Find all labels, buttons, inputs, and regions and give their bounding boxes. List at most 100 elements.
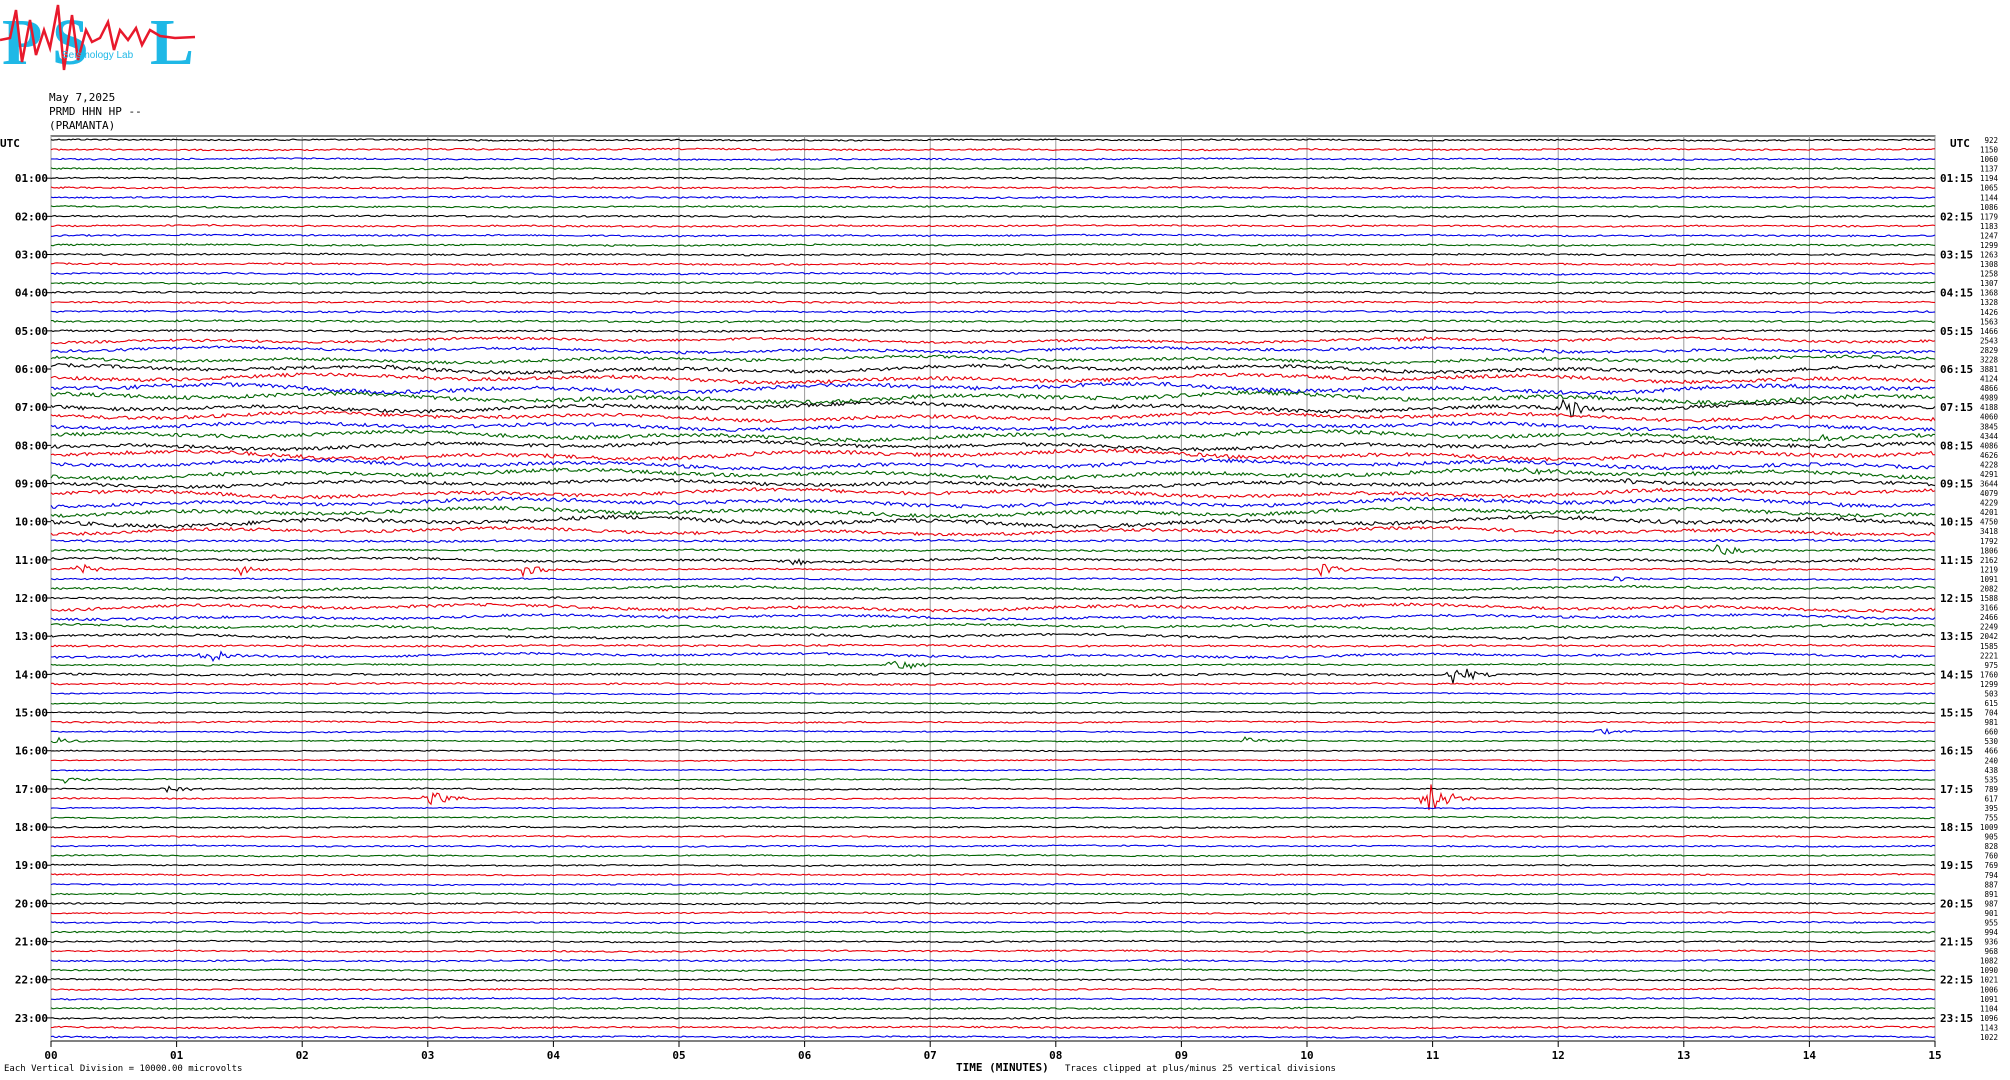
x-tick-label: 12 bbox=[1552, 1049, 1565, 1062]
trace-rms-label: 887 bbox=[1984, 880, 1998, 889]
trace-rms-label: 2829 bbox=[1980, 346, 1998, 355]
trace-line bbox=[50, 602, 1936, 613]
trace-rms-label: 1466 bbox=[1980, 327, 1999, 336]
trace-rms-label: 1091 bbox=[1980, 995, 1998, 1004]
trace-line bbox=[50, 1006, 1936, 1011]
trace-rms-label: 466 bbox=[1984, 747, 1998, 756]
right-hour-label: 09:15 bbox=[1940, 478, 1973, 491]
trace-rms-label: 1258 bbox=[1980, 270, 1999, 279]
trace-line bbox=[51, 596, 1936, 601]
trace-line bbox=[50, 487, 1936, 500]
trace-line bbox=[50, 420, 1936, 432]
trace-line bbox=[50, 185, 1936, 190]
trace-rms-label: 704 bbox=[1984, 709, 1998, 718]
trace-line bbox=[50, 398, 1936, 417]
left-hour-label: 18:00 bbox=[15, 821, 48, 834]
trace-rms-label: 4229 bbox=[1980, 499, 1998, 508]
trace-rms-label: 1299 bbox=[1980, 241, 1998, 250]
trace-rms-label: 1194 bbox=[1980, 174, 1999, 183]
trace-rms-label: 1104 bbox=[1980, 1004, 1999, 1013]
trace-line bbox=[50, 176, 1936, 181]
right-hour-label: 01:15 bbox=[1940, 172, 1973, 185]
left-hour-label: 02:00 bbox=[15, 210, 48, 223]
trace-rms-label: 4201 bbox=[1980, 508, 1998, 517]
left-hour-label: 15:00 bbox=[15, 707, 48, 720]
trace-rms-label: 794 bbox=[1984, 871, 1998, 880]
trace-rms-label: 905 bbox=[1984, 833, 1998, 842]
trace-line bbox=[50, 949, 1936, 953]
trace-line bbox=[50, 768, 1936, 772]
trace-line bbox=[50, 457, 1936, 471]
trace-rms-label: 1183 bbox=[1980, 222, 1998, 231]
trace-line bbox=[50, 281, 1936, 286]
trace-line bbox=[51, 1015, 1936, 1020]
trace-line bbox=[50, 336, 1936, 345]
left-hour-label: 19:00 bbox=[15, 859, 48, 872]
trace-rms-label: 1563 bbox=[1980, 317, 1998, 326]
trace-rms-label: 4344 bbox=[1980, 432, 1999, 441]
logo-seismogram-trace bbox=[0, 4, 196, 71]
trace-line bbox=[50, 958, 1936, 963]
trace-rms-label: 240 bbox=[1984, 756, 1998, 765]
trace-line bbox=[50, 496, 1936, 509]
right-hour-label: 21:15 bbox=[1940, 936, 1973, 949]
right-hour-label: 14:15 bbox=[1940, 668, 1973, 681]
trace-line bbox=[50, 844, 1936, 848]
trace-line bbox=[50, 157, 1936, 161]
trace-rms-label: 1143 bbox=[1980, 1024, 1998, 1033]
trace-rms-label: 3418 bbox=[1980, 527, 1999, 536]
grid-lines bbox=[47, 135, 1936, 1047]
logo-small-text: Seismology Lab bbox=[62, 50, 134, 61]
left-hour-label: 06:00 bbox=[15, 363, 48, 376]
right-hour-label: 08:15 bbox=[1940, 439, 1973, 452]
trace-rms-label: 755 bbox=[1984, 814, 1998, 823]
trace-line bbox=[50, 920, 1936, 925]
trace-rms-label: 615 bbox=[1984, 699, 1998, 708]
trace-rms-label: 4291 bbox=[1980, 470, 1998, 479]
right-hour-label: 17:15 bbox=[1940, 783, 1973, 796]
x-tick-label: 07 bbox=[924, 1049, 937, 1062]
trace-rms-label: 1792 bbox=[1980, 537, 1998, 546]
trace-line bbox=[50, 1025, 1936, 1030]
left-hour-label: 11:00 bbox=[15, 554, 48, 567]
trace-line bbox=[51, 682, 1936, 686]
trace-line bbox=[50, 777, 1936, 784]
trace-rms-label: 1022 bbox=[1980, 1033, 1998, 1042]
trace-line bbox=[50, 622, 1936, 631]
trace-line bbox=[50, 668, 1936, 684]
trace-rms-label: 4079 bbox=[1980, 489, 1998, 498]
trace-line bbox=[50, 834, 1936, 839]
trace-line bbox=[50, 410, 1936, 423]
trace-rms-label: 2221 bbox=[1980, 651, 1998, 660]
left-hour-label: 01:00 bbox=[15, 172, 48, 185]
trace-line bbox=[50, 138, 1936, 142]
trace-rms-label: 1588 bbox=[1980, 594, 1999, 603]
trace-line bbox=[50, 147, 1935, 152]
right-hour-label: 11:15 bbox=[1940, 554, 1973, 567]
trace-line bbox=[50, 233, 1936, 238]
right-hour-label: 22:15 bbox=[1940, 974, 1973, 987]
scale-note: Each Vertical Division = 10000.00 microv… bbox=[4, 1064, 243, 1074]
trace-rms-label: 1806 bbox=[1980, 546, 1999, 555]
trace-line bbox=[50, 354, 1936, 365]
right-hour-label: 04:15 bbox=[1940, 287, 1973, 300]
trace-rms-label: 535 bbox=[1984, 775, 1998, 784]
trace-rms-label: 530 bbox=[1984, 737, 1998, 746]
right-hour-label: 19:15 bbox=[1940, 859, 1973, 872]
trace-rms-label: 1144 bbox=[1980, 193, 1999, 202]
x-tick-label: 10 bbox=[1300, 1049, 1313, 1062]
trace-line bbox=[50, 1035, 1936, 1039]
trace-line bbox=[50, 930, 1936, 934]
svg-text:P: P bbox=[2, 6, 42, 79]
left-hour-label: 07:00 bbox=[15, 401, 48, 414]
trace-line bbox=[50, 166, 1936, 171]
trace-line bbox=[50, 872, 1936, 877]
right-hour-label: 15:15 bbox=[1940, 707, 1973, 720]
x-tick-label: 09 bbox=[1175, 1049, 1188, 1062]
trace-line bbox=[50, 505, 1936, 519]
trace-rms-label: 1006 bbox=[1980, 985, 1999, 994]
trace-rms-label: 1247 bbox=[1980, 231, 1998, 240]
trace-line bbox=[50, 389, 1936, 406]
trace-line bbox=[50, 380, 1936, 396]
right-hour-label: 23:15 bbox=[1940, 1012, 1973, 1025]
